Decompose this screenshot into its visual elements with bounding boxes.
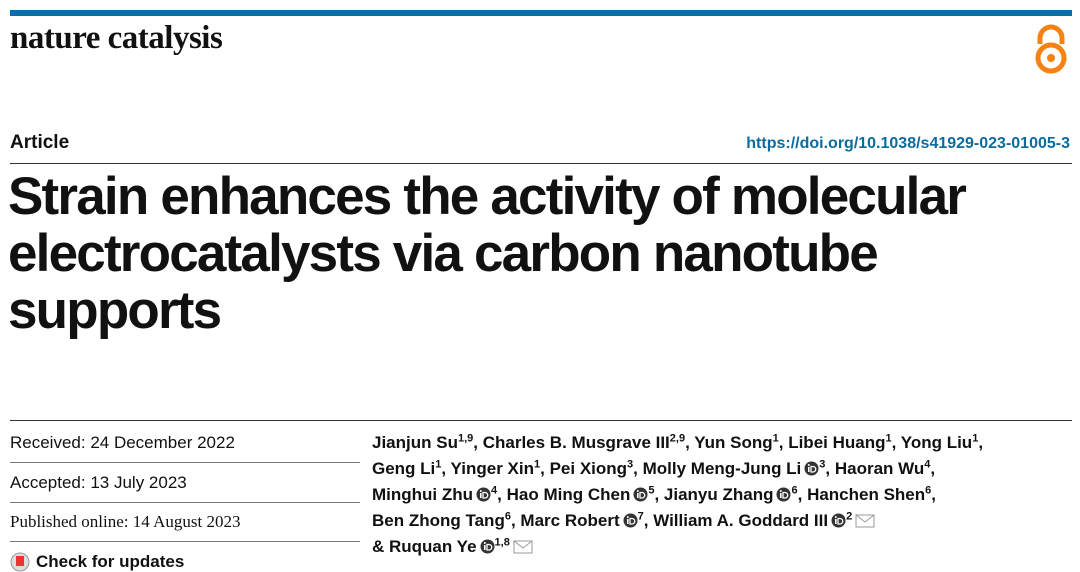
- separator: ,: [797, 485, 808, 504]
- rule: [10, 462, 360, 463]
- affiliation: 4: [924, 458, 931, 471]
- affiliation: 1,9: [457, 432, 474, 445]
- author-name: Hanchen Shen: [807, 485, 926, 504]
- separator: ,: [540, 459, 550, 478]
- updates-text: Check for updates: [36, 552, 185, 571]
- affiliation: 4: [491, 484, 498, 497]
- affiliation: 5: [648, 484, 655, 497]
- rule: [10, 163, 1072, 164]
- title-line: supports: [8, 281, 222, 340]
- separator: ,: [685, 433, 695, 452]
- author-name: Jianjun Su: [372, 433, 458, 452]
- published: Published online: 14 August 2023: [10, 512, 241, 531]
- author-name: Haoran Wu: [834, 459, 925, 478]
- author-name: Pei Xiong: [549, 459, 628, 478]
- orcid-icon: [633, 487, 648, 502]
- author-name: Geng Li: [372, 459, 436, 478]
- separator: ,: [643, 511, 654, 530]
- orcid-icon: [776, 487, 791, 502]
- author-line: & Ruquan Ye 1,8: [372, 534, 983, 560]
- rule: [10, 420, 1072, 421]
- affiliation: 2: [846, 510, 853, 523]
- author-line: Minghui Zhu 4, Hao Ming Chen 5, Jianyu Zha…: [372, 482, 983, 508]
- mail-icon: [855, 514, 875, 528]
- accepted: Accepted: 13 July 2023: [10, 473, 187, 492]
- affiliation: 7: [637, 510, 644, 523]
- open-access-icon: [1035, 24, 1067, 74]
- separator: ,: [978, 433, 984, 452]
- rule: [10, 502, 360, 503]
- author-name: Yinger Xin: [450, 459, 534, 478]
- orcid-icon: [804, 461, 819, 476]
- check-updates[interactable]: Check for updates: [10, 552, 184, 572]
- affiliation: 6: [504, 510, 511, 523]
- separator: ,: [633, 459, 643, 478]
- separator: ,: [778, 433, 789, 452]
- affiliation: 1: [435, 458, 442, 471]
- orcid-icon: [831, 513, 846, 528]
- author-name: William A. Goddard III: [653, 511, 829, 530]
- author-list: Jianjun Su1,9, Charles B. Musgrave III2,…: [372, 430, 983, 560]
- affiliation: 1: [885, 432, 892, 445]
- affiliation: 3: [819, 458, 826, 471]
- affiliation: 1: [772, 432, 779, 445]
- affiliation: 1,8: [494, 536, 510, 549]
- article-type: Article: [10, 132, 70, 153]
- title-line: Strain enhances the activity of molecula…: [8, 167, 967, 226]
- received: Received: 24 December 2022: [10, 433, 235, 452]
- separator: ,: [441, 459, 451, 478]
- separator: ,: [891, 433, 901, 452]
- top-bar: [10, 10, 1072, 16]
- author-name: Yun Song: [694, 433, 773, 452]
- affiliation: 6: [791, 484, 798, 497]
- doi-link[interactable]: https://doi.org/10.1038/s41929-023-01005…: [746, 135, 1070, 152]
- separator: ,: [931, 485, 937, 504]
- separator: ,: [473, 433, 483, 452]
- affiliation: 6: [925, 484, 932, 497]
- separator: ,: [654, 485, 664, 504]
- separator: ,: [510, 511, 521, 530]
- author-line: Jianjun Su1,9, Charles B. Musgrave III2,…: [372, 430, 983, 456]
- mail-icon: [513, 540, 533, 554]
- author-name: Charles B. Musgrave III: [482, 433, 670, 452]
- author-name: Hao Ming Chen: [506, 485, 631, 504]
- author-name: Yong Liu: [900, 433, 973, 452]
- separator: ,: [930, 459, 936, 478]
- orcid-icon: [476, 487, 491, 502]
- affiliation: 1: [972, 432, 979, 445]
- affiliation: 3: [627, 458, 634, 471]
- author-name: Jianyu Zhang: [663, 485, 774, 504]
- author-name: Libei Huang: [788, 433, 886, 452]
- journal-name: nature catalysis: [10, 20, 223, 56]
- rule: [10, 541, 360, 542]
- author-name: Marc Robert: [520, 511, 620, 530]
- separator: ,: [825, 459, 835, 478]
- author-name: & Ruquan Ye: [372, 537, 477, 556]
- author-name: Molly Meng-Jung Li: [642, 459, 802, 478]
- author-name: Ben Zhong Tang: [372, 511, 505, 530]
- title-line: electrocatalysts via carbon nanotube: [8, 224, 879, 283]
- separator: ,: [497, 485, 507, 504]
- affiliation: 1: [534, 458, 541, 471]
- orcid-icon: [480, 539, 495, 554]
- orcid-icon: [623, 513, 638, 528]
- author-line: Ben Zhong Tang6, Marc Robert 7, William A…: [372, 508, 983, 534]
- affiliation: 2,9: [669, 432, 686, 445]
- title: Strain enhances the activity of molecula…: [8, 167, 967, 340]
- updates-icon: [10, 552, 30, 572]
- author-line: Geng Li1, Yinger Xin1, Pei Xiong3, Molly…: [372, 456, 983, 482]
- author-name: Minghui Zhu: [372, 485, 474, 504]
